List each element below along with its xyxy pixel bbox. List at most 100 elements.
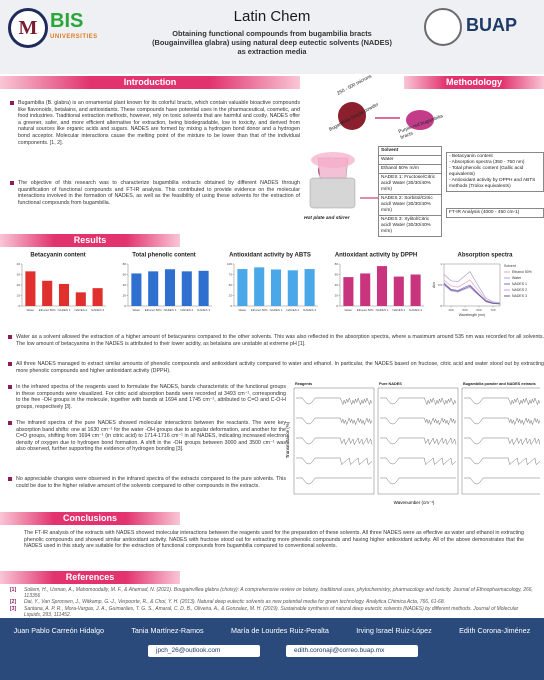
reference-text: Santana, A. P. R., Mora-Vargas, J. A., G… <box>24 605 519 618</box>
bar <box>148 271 159 306</box>
email[interactable]: edith.coronaji@correo.buap.mx <box>286 645 418 657</box>
spectrum-line <box>380 477 456 485</box>
spectrum-line <box>380 417 457 426</box>
bar <box>287 270 298 306</box>
bar <box>254 267 265 306</box>
mini-chart: Betacyanin content 0 10 20 30 40 Water Ethanol … <box>17 253 106 312</box>
y-tick-label: 0 <box>124 304 126 308</box>
x-tick-label: Ethanol 50% <box>39 308 56 312</box>
author: María de Lourdes Ruiz-Peralta <box>231 626 329 635</box>
reference-text: Soliem, H., Usman, A., Mahomoodally, M. … <box>24 587 533 600</box>
bar <box>58 283 70 306</box>
bar <box>131 273 142 306</box>
panel-title: Pure NADES <box>379 382 402 386</box>
intro-paragraph: The objective of this research was to ch… <box>10 180 300 206</box>
bar <box>360 273 371 306</box>
table-cell: Water <box>379 156 441 165</box>
y-tick-label: 40 <box>123 283 127 287</box>
x-tick-label: NADES 3 <box>409 308 422 312</box>
y-tick-label: 40 <box>335 283 339 287</box>
bar <box>42 280 53 306</box>
bar <box>25 271 36 306</box>
section-heading: Conclusions <box>62 513 117 523</box>
bar <box>75 292 86 306</box>
x-axis-label: Wavelength (nm) <box>459 313 486 317</box>
brand: Latin Chem <box>233 8 311 25</box>
reference-text: Dai, Y., Van Spronsen, J., Witkamp, G.-J… <box>24 599 446 606</box>
chart-title: Betacyanin content <box>30 253 85 259</box>
section-bar: References <box>0 571 180 584</box>
x-tick-label: NADES 3 <box>197 308 210 312</box>
bar <box>410 274 421 306</box>
x-tick-label: Water <box>132 308 140 312</box>
y-tick-label: 0 <box>440 304 442 308</box>
ftir-box: FT-IR Analysis (4000 - 450 cm-1) <box>446 208 544 218</box>
logo-left-2: BIS <box>50 10 84 32</box>
y-tick-label: 10 <box>17 293 21 297</box>
legend-label: Water <box>512 276 522 280</box>
spectrum-line <box>380 437 457 446</box>
y-tick-label: 0 <box>18 304 20 308</box>
result-bullet: In the infrared spectra of the reagents … <box>8 384 286 410</box>
y-tick-label: 60 <box>123 272 127 276</box>
legend-title: Solvent <box>504 264 516 268</box>
solvent-table: Solvent Water Ethanol 50% m/m NADES 1: F… <box>378 146 442 237</box>
spectrum-line <box>296 477 372 485</box>
y-tick-label: 20 <box>17 283 21 287</box>
x-tick-label: NADES 3 <box>303 308 316 312</box>
spectrum-line <box>464 417 540 426</box>
x-tick-label: Ethanol 50% <box>251 308 268 312</box>
legend-label: NADES 2 <box>512 288 527 292</box>
y-tick-label: 0.5 <box>438 283 443 287</box>
methodology-diagram <box>309 102 434 209</box>
x-tick-label: NADES 2 <box>286 308 299 312</box>
result-bullet: Water as a solvent allowed the extractio… <box>8 334 544 347</box>
author: Edith Corona-Jiménez <box>459 626 531 635</box>
table-cell: NADES 2: Sorbitol/Citric acid/ Water (30… <box>379 195 441 216</box>
mini-chart: Antioxidant activity by ABTS 0 25 50 75 100 Wa… <box>227 253 318 312</box>
chart-title: Total phenolic content <box>132 253 196 259</box>
x-tick-label: 500 <box>462 308 467 312</box>
section-bar: Conclusions <box>0 512 180 525</box>
chart-title: Antioxidant activity by ABTS <box>229 253 311 259</box>
bar <box>304 269 315 306</box>
stirrer-image <box>309 177 356 209</box>
x-tick-label: NADES 3 <box>91 308 104 312</box>
analysis-box: - Betacyanin content - Absorption spectr… <box>446 152 544 192</box>
reference-number: [2] <box>10 599 17 606</box>
bracts-image <box>406 110 434 130</box>
x-tick-label: 400 <box>448 308 453 312</box>
y-tick-label: 20 <box>335 293 339 297</box>
email[interactable]: jpch_26@outlook.com <box>148 645 260 657</box>
reference-number: [3] <box>10 605 17 612</box>
logo-right-seal <box>424 8 462 46</box>
analysis-item: - Betacyanin content <box>449 154 493 159</box>
x-tick-label: Water <box>344 308 352 312</box>
footer <box>0 618 544 680</box>
analysis-item: - Absorption spectra (350 - 750 nm) <box>449 160 525 165</box>
result-bullet: No appreciable changes were observed in … <box>8 476 286 489</box>
x-tick-label: 600 <box>476 308 481 312</box>
reference-number: [1] <box>10 587 17 593</box>
result-bullet: The infrared spectra of the pure NADES s… <box>8 420 286 453</box>
flower-image <box>311 152 355 168</box>
intro-paragraph: Bugambilia (B. glabra) is an ornamental … <box>10 100 300 146</box>
section-heading: Introduction <box>123 77 177 87</box>
spectrum-line <box>296 457 373 465</box>
section-bar: Methodology <box>404 76 544 89</box>
table-header: Solvent <box>379 147 441 156</box>
y-axis-label: Abs <box>432 282 436 288</box>
x-tick-label: NADES 2 <box>74 308 87 312</box>
mini-chart: Absorption spectra 0 0.5 1 400 500 600 700 Wavel… <box>432 253 532 317</box>
logo-left-2-sub: UNIVERSITIES <box>50 34 98 40</box>
ftir-panel <box>461 387 540 495</box>
legend-label: NADES 1 <box>512 282 527 286</box>
spectrum-line <box>380 397 457 406</box>
bar <box>270 269 282 306</box>
reference: [2] Dai, Y., Van Spronsen, J., Witkamp, G… <box>10 599 536 605</box>
spectrum-line <box>464 397 540 406</box>
bar <box>393 276 404 306</box>
bar <box>343 277 354 306</box>
chart-title: Antioxidant activity by DPPH <box>335 253 417 259</box>
y-tick-label: 75 <box>229 272 233 276</box>
